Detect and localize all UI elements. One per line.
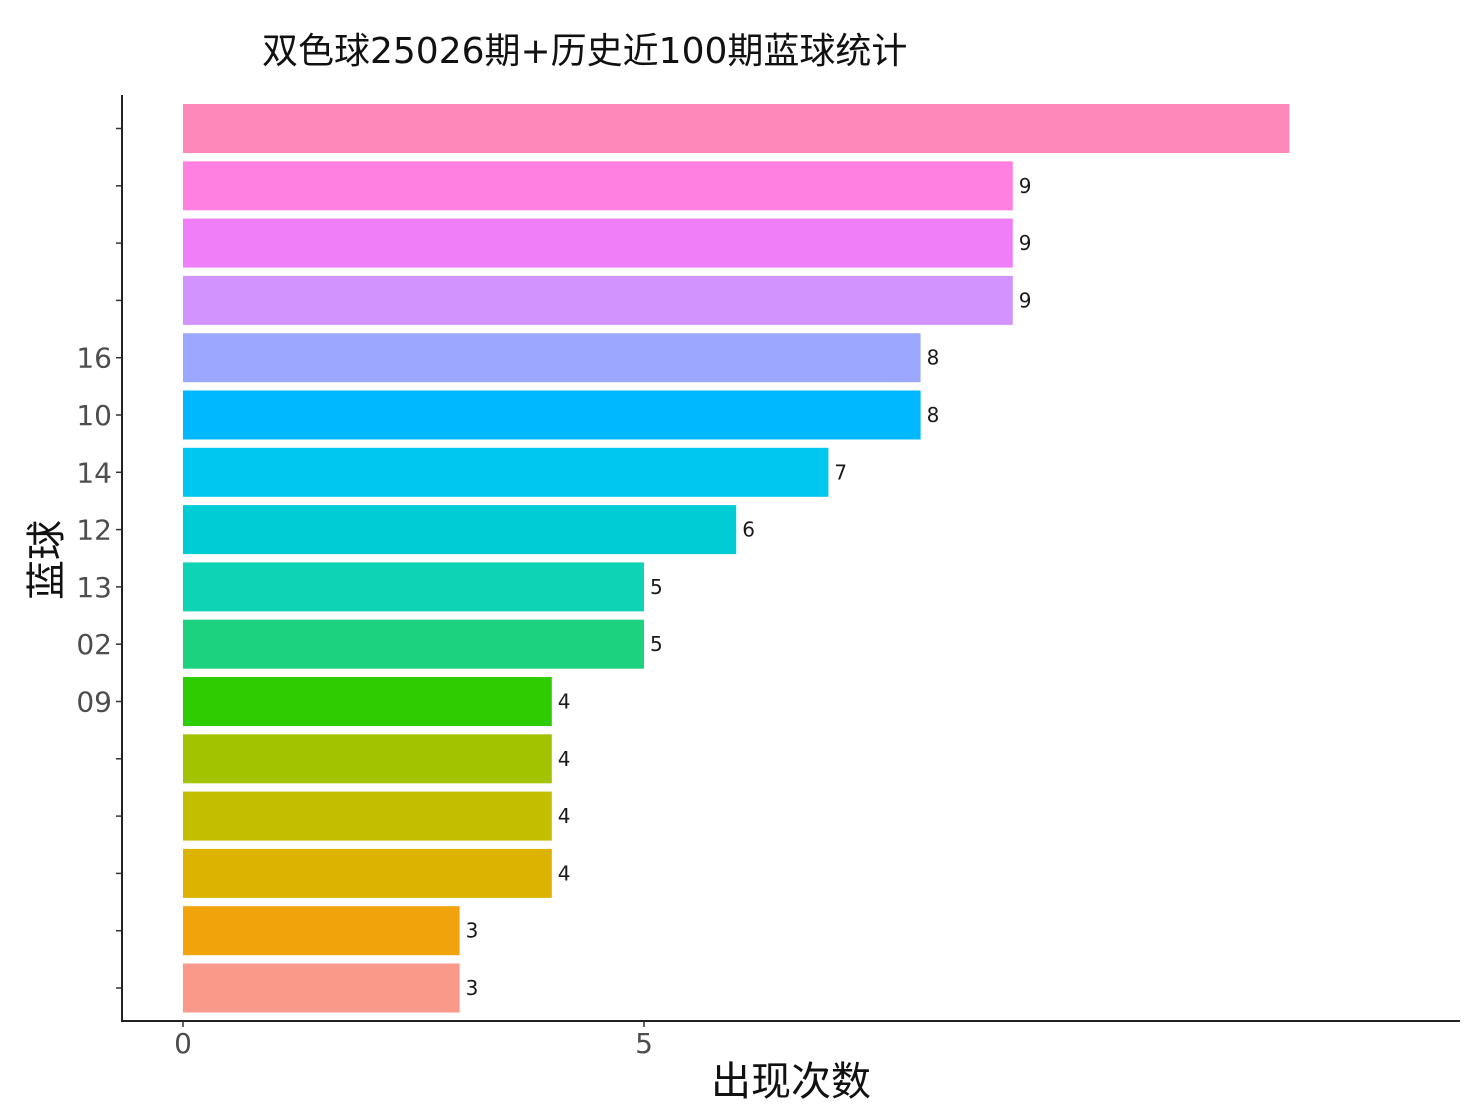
bar-row-4 <box>183 275 1013 325</box>
y-tick-labels: 16 10 14 12 13 02 09 <box>76 127 122 989</box>
bar-value-label: 3 <box>466 919 479 943</box>
bar-row-16 <box>183 963 460 1013</box>
bar-value-label: 4 <box>558 747 571 771</box>
bar-16 <box>183 333 921 383</box>
x-tick-label: 5 <box>635 1027 653 1060</box>
x-axis-title: 出现次数 <box>711 1059 871 1105</box>
y-tick-label: 13 <box>76 571 112 604</box>
bar-value-label: 9 <box>1019 231 1032 255</box>
bar-value-label: 3 <box>466 976 479 1000</box>
y-tick-label: 10 <box>76 399 112 432</box>
bar-10 <box>183 390 921 440</box>
bar-value-label: 4 <box>558 804 571 828</box>
bar-row-2 <box>183 161 1013 211</box>
bar-row-1 <box>183 104 1290 153</box>
bar-02 <box>183 619 644 669</box>
bar-value-label: 9 <box>1019 174 1032 198</box>
y-axis-title: 蓝球 <box>24 520 70 600</box>
y-tick-label: 12 <box>76 514 112 547</box>
y-tick-label: 16 <box>76 342 112 375</box>
bar-value-label: 4 <box>558 861 571 885</box>
chart-title: 双色球25026期+历史近100期蓝球统计 <box>262 31 908 72</box>
bar-value-label: 5 <box>650 575 663 599</box>
bar-value-label: 9 <box>1019 288 1032 312</box>
bar-value-label: 8 <box>927 346 940 370</box>
bar-row-14 <box>183 848 552 898</box>
x-tick-label: 0 <box>174 1027 192 1060</box>
bar-row-3 <box>183 218 1013 268</box>
bar-row-15 <box>183 906 460 956</box>
bar-value-label: 8 <box>927 403 940 427</box>
y-tick-label: 02 <box>76 628 112 661</box>
bar-14 <box>183 447 829 497</box>
bar-13 <box>183 562 644 612</box>
y-tick-label: 14 <box>76 456 112 489</box>
bar-09 <box>183 677 552 726</box>
bar-row-13 <box>183 791 552 841</box>
bar-row-12 <box>183 734 552 784</box>
y-tick-label: 09 <box>76 686 112 719</box>
bar-value-label: 6 <box>742 518 755 542</box>
bar-value-label: 4 <box>558 690 571 714</box>
bar-value-label: 5 <box>650 632 663 656</box>
bars-layer: 9 9 9 8 8 7 6 5 5 4 4 4 4 3 3 <box>183 104 1290 1013</box>
bar-12 <box>183 505 737 555</box>
bar-value-label: 7 <box>834 460 847 484</box>
